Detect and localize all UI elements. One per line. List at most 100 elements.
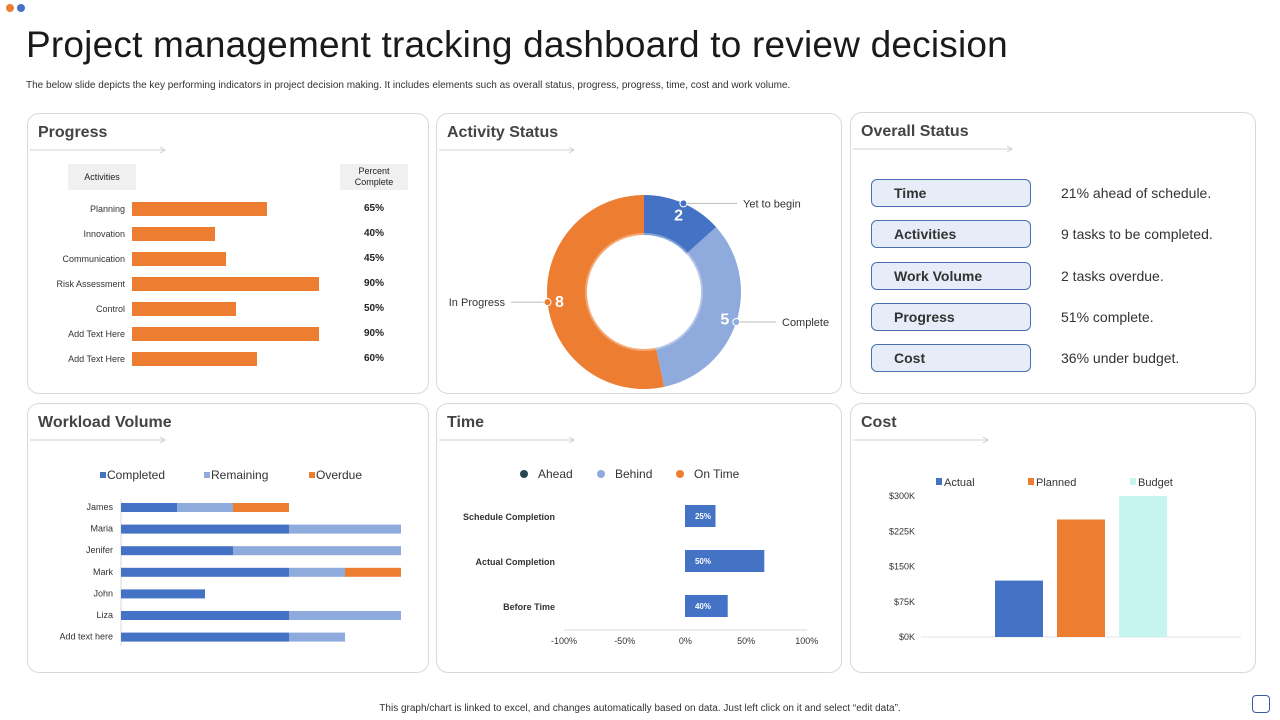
donut-slice-value: 5 — [720, 311, 729, 328]
donut-slice-value: 2 — [674, 207, 683, 224]
progress-bar — [132, 302, 236, 316]
x-tick-label: 50% — [737, 636, 755, 646]
workload-bar-segment — [345, 567, 401, 577]
time-row-label: Schedule Completion — [463, 512, 555, 522]
progress-value-label: 50% — [364, 303, 385, 314]
legend-label: Remaining — [211, 468, 268, 482]
progress-row-label: Communication — [62, 254, 125, 264]
status-row: Work Volume 2 tasks overdue. — [871, 261, 1241, 290]
logo-dots — [6, 4, 25, 12]
cost-card: Cost Actual Planned Budget $0K $75K $150K $225… — [850, 403, 1256, 673]
workload-row-label: Maria — [90, 524, 113, 534]
y-tick-label: $0K — [899, 632, 915, 642]
legend-swatch — [936, 478, 942, 485]
donut-slice — [546, 195, 665, 389]
workload-bar-segment — [177, 503, 233, 512]
progress-bar — [132, 252, 226, 266]
percent-column-header: Percent Complete — [340, 164, 408, 190]
workload-bar-segment — [121, 524, 289, 534]
legend-label: Overdue — [316, 468, 362, 482]
activity-status-title: Activity Status — [447, 124, 559, 141]
workload-title: Workload Volume — [38, 414, 172, 431]
status-value: 9 tasks to be completed. — [1061, 226, 1213, 243]
title-underline — [439, 146, 575, 154]
workload-bar-segment — [233, 546, 401, 556]
x-tick-label: 100% — [795, 636, 818, 646]
legend-swatch — [1028, 478, 1034, 485]
donut-slice-label: Complete — [782, 317, 829, 329]
cost-legend: Actual Planned Budget — [936, 477, 1173, 489]
workload-stacked-bar-chart: Completed Remaining Overdue James Maria Jenif… — [59, 468, 401, 646]
donut-slice — [644, 195, 717, 254]
cost-bar — [995, 580, 1043, 637]
status-row: Activities 9 tasks to be completed. — [871, 220, 1241, 249]
progress-row: Add Text Here 90% — [28, 327, 428, 341]
time-bar — [685, 595, 728, 617]
legend-label: Ahead — [538, 467, 573, 481]
progress-value-label: 65% — [364, 203, 385, 214]
progress-bar — [132, 202, 268, 216]
progress-value-label: 90% — [364, 278, 385, 289]
progress-card: Progress Activities Percent Complete Pla… — [27, 113, 429, 394]
legend-label: Behind — [615, 467, 652, 481]
progress-row: Planning 65% — [28, 202, 428, 216]
workload-bar-segment — [289, 632, 345, 642]
status-row: Time 21% ahead of schedule. — [871, 179, 1241, 207]
time-bar-value: 50% — [695, 557, 711, 566]
page-subtitle: The below slide depicts the key performi… — [26, 80, 791, 91]
legend-label: Planned — [1036, 477, 1076, 489]
progress-value-label: 90% — [364, 328, 385, 339]
status-row: Cost 36% under budget. — [871, 344, 1241, 373]
donut-callout: In Progress — [449, 297, 552, 309]
progress-bar — [132, 327, 320, 341]
overall-status-title: Overall Status — [861, 123, 969, 140]
progress-row-label: Control — [95, 304, 125, 314]
legend-marker — [676, 470, 684, 478]
workload-row-label: John — [93, 588, 113, 598]
logo-dot-orange — [6, 4, 14, 12]
y-tick-label: $225K — [889, 526, 915, 536]
legend-swatch — [1130, 478, 1136, 485]
page-title: Project management tracking dashboard to… — [26, 24, 1008, 65]
title-underline — [30, 146, 166, 154]
legend-swatch — [204, 472, 210, 478]
workload-bar-segment — [121, 567, 289, 577]
status-label-time: Time — [871, 179, 1031, 207]
legend-label: Budget — [1138, 477, 1173, 489]
workload-bar-segment — [289, 611, 401, 620]
workload-legend: Completed Remaining Overdue — [100, 468, 362, 482]
progress-row-label: Planning — [89, 204, 125, 214]
donut-callout: Complete — [732, 317, 829, 329]
donut-slice — [655, 227, 741, 387]
workload-bar-segment — [121, 589, 205, 599]
status-value: 2 tasks overdue. — [1061, 267, 1164, 284]
time-bar-value: 40% — [695, 602, 711, 611]
status-label-progress: Progress — [871, 302, 1031, 331]
progress-row: Add Text Here 60% — [28, 352, 428, 366]
workload-bar-segment — [289, 524, 401, 534]
time-title: Time — [447, 414, 485, 431]
workload-bar-segment — [289, 567, 345, 577]
time-legend: Ahead Behind On Time — [520, 467, 740, 481]
activity-donut-chart: 2 Yet to begin 5 Complete 8 In Progress — [449, 195, 829, 389]
legend-label: Actual — [944, 477, 975, 489]
expand-icon[interactable] — [1252, 695, 1270, 713]
progress-row-label: Innovation — [83, 229, 125, 239]
title-underline — [853, 436, 989, 444]
donut-callout: Yet to begin — [679, 198, 801, 210]
footer-note: This graph/chart is linked to excel, and… — [379, 703, 901, 714]
progress-row-label: Risk Assessment — [56, 279, 125, 289]
donut-slice-label: Yet to begin — [743, 198, 801, 210]
activities-column-header: Activities — [68, 164, 136, 190]
legend-marker — [597, 470, 605, 478]
x-tick-label: -100% — [551, 636, 577, 646]
progress-row: Innovation 40% — [28, 227, 428, 241]
cost-bar — [1119, 496, 1167, 637]
status-value: 36% under budget. — [1061, 350, 1180, 367]
title-underline — [30, 436, 166, 444]
status-value: 21% ahead of schedule. — [1061, 185, 1212, 201]
donut-slice-label: In Progress — [449, 297, 506, 309]
workload-bar-segment — [121, 546, 233, 556]
legend-label: On Time — [694, 467, 740, 481]
time-card: Time Ahead Behind On Time -100% -50% 0% 50% 100… — [436, 403, 842, 673]
